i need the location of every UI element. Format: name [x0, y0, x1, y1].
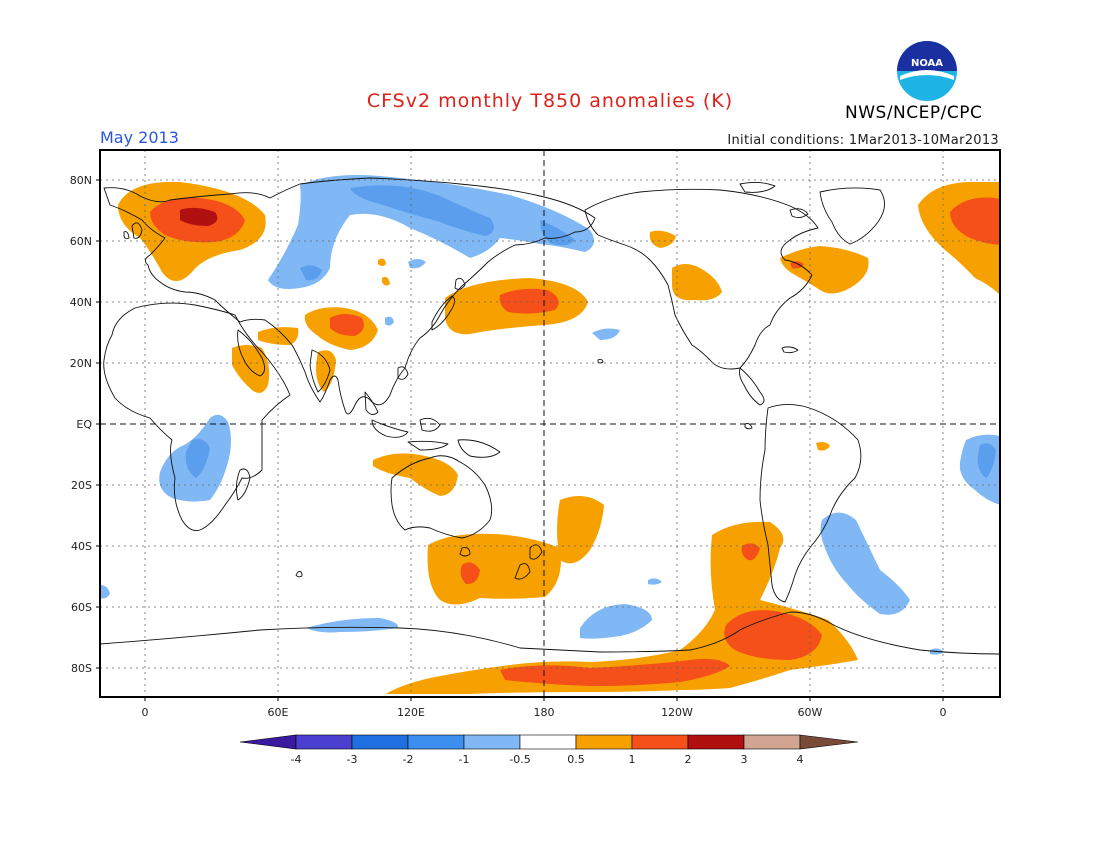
lat-label: EQ	[76, 418, 92, 431]
lon-label: 180	[534, 706, 555, 719]
lat-label: 40S	[71, 540, 92, 553]
colorbar-labels: -4 -3 -2 -1 -0.5 0.5 1 2 3 4	[291, 753, 804, 766]
organization-label: NWS/NCEP/CPC	[845, 103, 983, 123]
colorbar-segment	[519, 734, 577, 750]
lon-label: 0	[142, 706, 149, 719]
colorbar-label: 2	[685, 753, 692, 766]
colorbar: -4 -3 -2 -1 -0.5 0.5 1 2 3 4	[239, 734, 859, 766]
colorbar-segment	[687, 734, 745, 750]
lat-label: 20S	[71, 479, 92, 492]
lat-label: 80N	[70, 174, 92, 187]
anomaly-fields	[100, 175, 1000, 694]
colorbar-label: -2	[403, 753, 414, 766]
colorbar-label: 0.5	[567, 753, 585, 766]
colorbar-segment	[463, 734, 521, 750]
positive-anomaly-light	[118, 181, 1000, 694]
noaa-logo: NOAA	[896, 40, 958, 106]
positive-anomaly-strong	[180, 207, 218, 226]
lon-label: 120W	[661, 706, 693, 719]
colorbar-segment	[743, 734, 801, 750]
reference-lines	[100, 150, 1000, 697]
noaa-logo-text: NOAA	[911, 58, 943, 69]
lon-label: 120E	[397, 706, 425, 719]
lon-label: 60E	[268, 706, 289, 719]
colorbar-label: -1	[459, 753, 470, 766]
colorbar-label: 4	[797, 753, 804, 766]
colorbar-label: -3	[347, 753, 358, 766]
colorbar-label: 3	[741, 753, 748, 766]
lon-label: 60W	[798, 706, 823, 719]
colorbar-segment	[575, 734, 633, 750]
positive-anomaly-medium	[150, 197, 1000, 686]
colorbar-segment	[799, 734, 859, 750]
negative-anomaly-medium	[185, 185, 996, 478]
latitude-labels: 80N 60N 40N 20N EQ 20S 40S 60S 80S	[70, 174, 93, 675]
colorbar-segment	[631, 734, 689, 750]
lat-lon-grid	[100, 150, 1000, 697]
axis-tick-marks	[96, 179, 944, 701]
lat-label: 60N	[70, 235, 92, 248]
colorbar-segment	[239, 734, 297, 750]
longitude-labels: 0 60E 120E 180 120W 60W 0	[142, 706, 947, 719]
forecast-period: May 2013	[100, 128, 179, 147]
lon-label: 0	[940, 706, 947, 719]
lat-label: 20N	[70, 357, 92, 370]
lat-label: 80S	[71, 662, 92, 675]
colorbar-label: -4	[291, 753, 302, 766]
lat-label: 60S	[71, 601, 92, 614]
initial-conditions: Initial conditions: 1Mar2013-10Mar2013	[727, 133, 999, 148]
colorbar-segment	[351, 734, 409, 750]
colorbar-segment	[295, 734, 353, 750]
coastlines	[100, 177, 1000, 655]
colorbar-boxes	[239, 734, 859, 750]
colorbar-label: -0.5	[509, 753, 530, 766]
lat-label: 40N	[70, 296, 92, 309]
map-title: CFSv2 monthly T850 anomalies (K)	[366, 90, 734, 112]
colorbar-label: 1	[629, 753, 636, 766]
colorbar-segment	[407, 734, 465, 750]
